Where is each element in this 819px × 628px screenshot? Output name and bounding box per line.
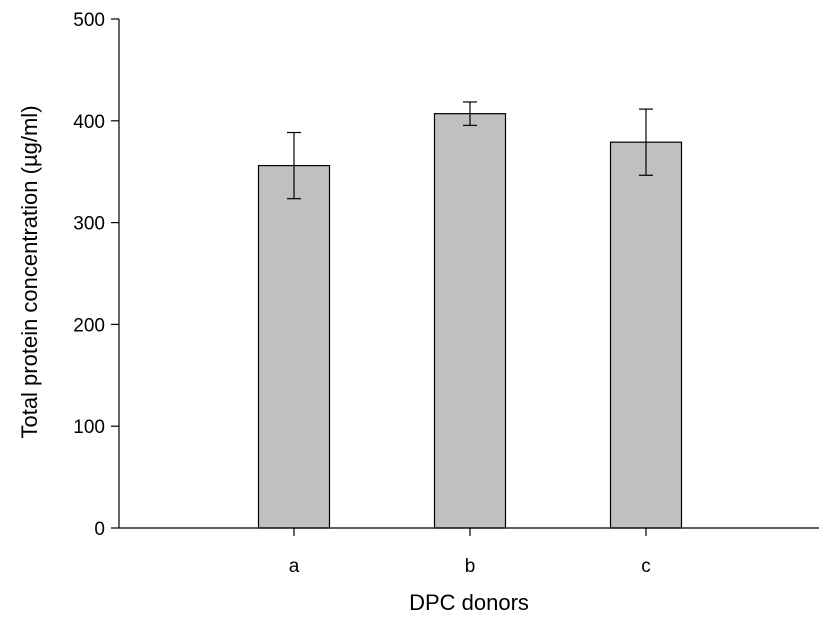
bar-c [609, 141, 683, 529]
x-ticks-group: a b c [289, 528, 651, 577]
y-axis-title: Total protein concentration (µg/ml) [17, 105, 42, 438]
y-tick-label-0: 0 [94, 519, 105, 540]
bar-a [257, 164, 331, 529]
x-tick-label-c: c [641, 556, 651, 577]
y-tick-label-200: 200 [73, 315, 105, 336]
y-tick-label-100: 100 [73, 417, 105, 438]
x-tick-label-a: a [289, 556, 300, 577]
y-ticks-group: 0 100 200 300 400 500 [73, 10, 119, 540]
bar-b [433, 113, 507, 529]
bars-group [257, 113, 683, 529]
axes-group [118, 19, 819, 529]
y-tick-label-300: 300 [73, 214, 105, 235]
x-axis-title: DPC donors [409, 590, 529, 615]
y-tick-label-500: 500 [73, 10, 105, 31]
x-tick-label-b: b [465, 556, 476, 577]
y-tick-label-400: 400 [73, 112, 105, 133]
error-bars-group [287, 101, 653, 200]
